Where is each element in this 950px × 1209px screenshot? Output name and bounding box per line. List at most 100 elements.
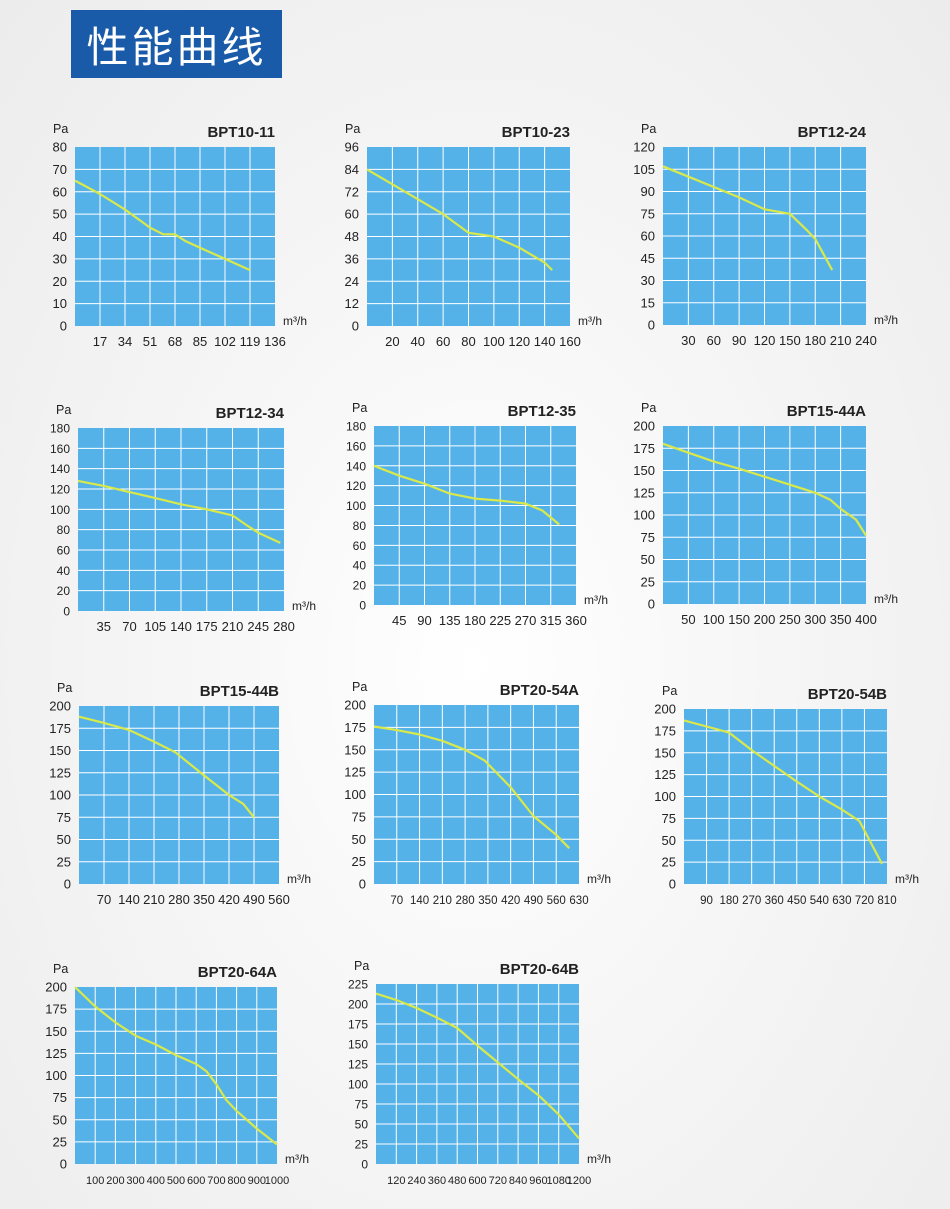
- y-tick-label: 90: [641, 184, 655, 199]
- y-tick-label: 0: [359, 599, 366, 613]
- y-tick-label: 100: [49, 788, 71, 803]
- x-tick-label: 225: [489, 613, 511, 628]
- y-tick-label: 0: [60, 319, 67, 334]
- y-tick-label: 125: [654, 767, 676, 782]
- y-tick-label: 200: [633, 419, 655, 434]
- x-tick-label: 360: [565, 613, 587, 628]
- x-tick-label: 360: [765, 895, 784, 907]
- y-tick-label: 60: [353, 539, 367, 553]
- x-tick-label: 630: [569, 895, 588, 907]
- x-tick-label: 280: [273, 619, 295, 634]
- x-tick-label: 700: [207, 1175, 225, 1187]
- y-tick-label: 175: [633, 441, 655, 456]
- y-tick-label: 150: [45, 1024, 67, 1039]
- x-tick-label: 1200: [567, 1175, 591, 1187]
- chart-title: BPT20-54A: [500, 682, 579, 699]
- y-tick-label: 0: [648, 597, 655, 612]
- y-tick-label: 175: [45, 1002, 67, 1017]
- y-tick-label: 72: [345, 184, 359, 199]
- x-tick-label: 70: [390, 895, 403, 907]
- y-tick-label: 75: [641, 530, 655, 545]
- y-tick-label: 0: [60, 1157, 67, 1172]
- chart-7: [78, 706, 279, 884]
- x-tick-label: 1080: [546, 1175, 570, 1187]
- y-tick-label: 25: [641, 574, 655, 589]
- x-axis-label: m³/h: [292, 599, 316, 613]
- y-tick-label: 50: [662, 833, 676, 848]
- x-tick-label: 420: [218, 892, 240, 907]
- y-tick-label: 75: [662, 811, 676, 826]
- y-axis-label: Pa: [345, 122, 360, 136]
- y-tick-label: 175: [654, 723, 676, 738]
- x-tick-label: 350: [478, 895, 497, 907]
- x-tick-label: 350: [830, 612, 852, 627]
- x-tick-label: 100: [483, 334, 505, 349]
- y-tick-label: 0: [669, 877, 676, 892]
- x-tick-label: 210: [222, 619, 244, 634]
- x-tick-label: 210: [433, 895, 452, 907]
- series-line: [78, 715, 255, 818]
- y-tick-label: 0: [64, 877, 71, 892]
- y-tick-label: 100: [344, 787, 366, 802]
- y-tick-label: 45: [641, 251, 655, 266]
- x-tick-label: 490: [243, 892, 265, 907]
- x-tick-label: 300: [126, 1175, 144, 1187]
- y-tick-label: 75: [352, 809, 366, 824]
- x-tick-label: 136: [264, 334, 286, 349]
- y-tick-label: 175: [344, 720, 366, 735]
- chart-2: [366, 147, 570, 326]
- x-tick-label: 280: [168, 892, 190, 907]
- y-tick-label: 180: [50, 422, 70, 436]
- x-tick-label: 30: [681, 333, 695, 348]
- x-tick-label: 540: [810, 895, 829, 907]
- y-tick-label: 12: [345, 296, 359, 311]
- y-tick-label: 50: [355, 1118, 369, 1132]
- chart-title: BPT12-24: [798, 124, 867, 141]
- y-tick-label: 50: [57, 832, 71, 847]
- y-tick-label: 200: [654, 702, 676, 717]
- y-tick-label: 25: [355, 1138, 369, 1152]
- x-tick-label: 90: [732, 333, 746, 348]
- x-tick-label: 120: [387, 1175, 405, 1187]
- x-tick-label: 50: [681, 612, 695, 627]
- y-tick-label: 75: [53, 1090, 67, 1105]
- x-tick-label: 100: [86, 1175, 104, 1187]
- y-tick-label: 50: [53, 207, 67, 222]
- x-tick-label: 90: [417, 613, 431, 628]
- y-tick-label: 100: [50, 503, 70, 517]
- x-tick-label: 40: [411, 334, 425, 349]
- x-tick-label: 280: [456, 895, 475, 907]
- series-line: [74, 986, 278, 1146]
- x-axis-label: m³/h: [578, 314, 602, 328]
- x-tick-label: 200: [106, 1175, 124, 1187]
- series-line: [662, 165, 834, 271]
- x-tick-label: 480: [448, 1175, 466, 1187]
- chart-10: [74, 986, 278, 1164]
- x-tick-label: 315: [540, 613, 562, 628]
- x-tick-label: 720: [489, 1175, 507, 1187]
- y-tick-label: 125: [49, 765, 71, 780]
- y-tick-label: 60: [641, 229, 655, 244]
- y-tick-label: 25: [662, 855, 676, 870]
- x-tick-label: 420: [501, 895, 520, 907]
- chart-title: BPT12-35: [508, 403, 576, 420]
- y-tick-label: 40: [53, 229, 67, 244]
- y-tick-label: 80: [353, 519, 367, 533]
- x-tick-label: 160: [559, 334, 581, 349]
- x-tick-label: 240: [407, 1175, 425, 1187]
- x-tick-label: 140: [170, 619, 192, 634]
- y-tick-label: 200: [344, 698, 366, 713]
- y-tick-label: 25: [53, 1134, 67, 1149]
- y-tick-label: 200: [45, 980, 67, 995]
- chart-title: BPT10-23: [502, 124, 570, 141]
- x-tick-label: 240: [855, 333, 877, 348]
- chart-title: BPT20-64B: [500, 961, 579, 978]
- y-tick-label: 0: [352, 319, 359, 334]
- x-tick-label: 140: [534, 334, 556, 349]
- chart-title: BPT15-44B: [200, 683, 279, 700]
- y-tick-label: 70: [53, 162, 67, 177]
- x-tick-label: 90: [700, 895, 713, 907]
- series-line: [366, 168, 553, 271]
- y-tick-label: 225: [348, 978, 368, 992]
- y-tick-label: 150: [654, 745, 676, 760]
